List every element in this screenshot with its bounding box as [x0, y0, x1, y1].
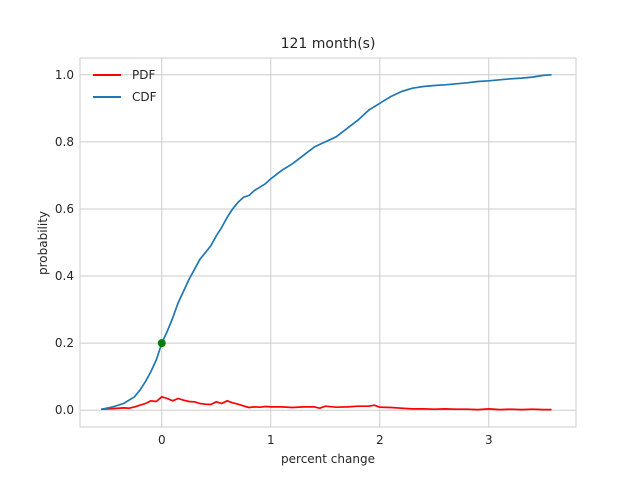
y-tick-label: 0.6 — [55, 202, 74, 216]
series-layer — [100, 73, 552, 411]
x-tick-label: 1 — [267, 433, 275, 447]
x-tick-label: 0 — [158, 433, 166, 447]
plot-frame — [79, 57, 577, 428]
y-tick-label: 0.2 — [55, 336, 74, 350]
x-axis-label: percent change — [281, 452, 375, 466]
series-pdf-line — [100, 395, 552, 411]
y-axis-label: probability — [36, 211, 50, 275]
y-axis-ticks: 0.0 0.2 0.4 0.6 0.8 1.0 — [55, 68, 74, 417]
y-tick-label: 0.4 — [55, 269, 74, 283]
series-cdf-line — [100, 73, 552, 411]
legend: PDF CDF — [93, 68, 157, 104]
x-tick-label: 2 — [376, 433, 384, 447]
highlight-point — [157, 339, 166, 348]
y-tick-label: 0.8 — [55, 135, 74, 149]
legend-cdf-label: CDF — [132, 90, 157, 104]
x-tick-label: 3 — [485, 433, 493, 447]
marker-layer — [157, 339, 166, 348]
y-tick-label: 1.0 — [55, 68, 74, 82]
legend-pdf-label: PDF — [132, 68, 155, 82]
grid — [80, 58, 576, 427]
chart-title: 121 month(s) — [281, 36, 376, 52]
x-axis-ticks: 0 1 2 3 — [158, 433, 493, 447]
y-tick-label: 0.0 — [55, 403, 74, 417]
